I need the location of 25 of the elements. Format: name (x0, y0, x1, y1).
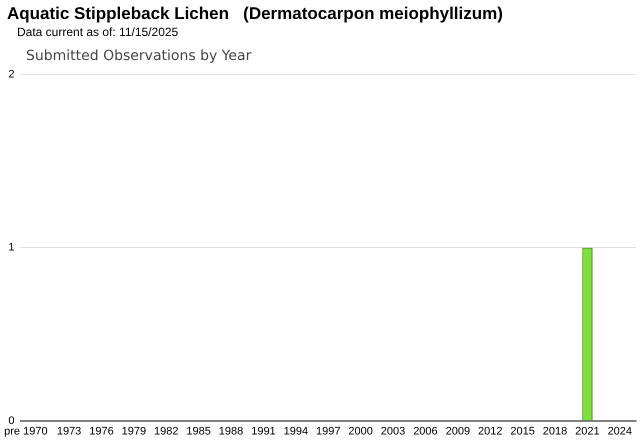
x-tick-label: 2015 (510, 425, 535, 438)
x-tick-label: 1985 (186, 425, 211, 438)
text: Submitted Observations by Year (26, 48, 252, 64)
y-tick-label: 2 (8, 68, 14, 81)
x-tick-label: 2021 (575, 425, 600, 438)
chart-subtitle: Data current as of: 11/15/2025 (17, 25, 178, 39)
x-tick-label: 2000 (348, 425, 373, 438)
x-tick-label: 1982 (154, 425, 178, 438)
x-tick-label: 1988 (218, 425, 244, 438)
x-tick-label: 1994 (284, 425, 308, 438)
x-tick-label: pre 1970 (4, 425, 48, 438)
x-tick-label: 1973 (56, 425, 82, 438)
x-tick-label: 1991 (251, 425, 276, 438)
y-tick-label: 1 (8, 242, 14, 254)
x-tick-label: 2024 (608, 425, 632, 438)
x-tick-label: 2003 (380, 425, 406, 438)
x-tick-label: 2006 (413, 425, 438, 438)
x-tick-label: 1976 (89, 425, 114, 438)
x-tick-label: 1997 (316, 425, 340, 438)
x-tick-label: 2009 (446, 425, 470, 438)
y-tick-label: 0 (8, 414, 14, 427)
x-tick-label: 2012 (478, 425, 502, 438)
x-tick-label: 1979 (122, 425, 146, 438)
chart-title: Aquatic Stippleback Lichen (Dermatocarpon meiophyllizum) (7, 4, 503, 24)
x-tick-label: 2018 (542, 425, 568, 438)
